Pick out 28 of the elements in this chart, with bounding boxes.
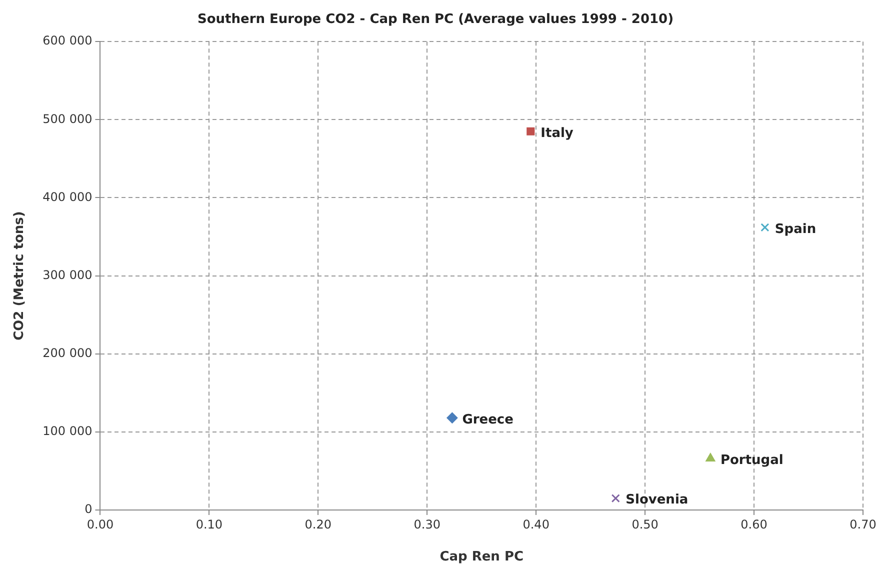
x-tick-label: 0.50 (632, 517, 658, 532)
y-tick-label: 100 000 (42, 424, 92, 438)
y-tick-label: 0 (84, 502, 92, 516)
y-tick-label: 200 000 (42, 346, 92, 360)
series-label: Spain (774, 222, 816, 237)
y-tick-label: 500 000 (42, 112, 92, 126)
series-label: Greece (462, 412, 514, 428)
point (760, 223, 770, 232)
x-tick-label: 0.00 (86, 517, 114, 532)
point (526, 127, 535, 136)
x-tick-label: 0.40 (522, 517, 550, 532)
point (611, 494, 620, 503)
x-tick-label: 0.30 (414, 517, 440, 532)
series-label: Italy (540, 126, 574, 141)
point (446, 412, 458, 424)
series-label: Slovenia (626, 492, 688, 508)
x-tick-label: 0.20 (304, 517, 332, 532)
y-tick-label: 300 000 (42, 268, 92, 282)
x-tick-label: 0.10 (196, 517, 223, 532)
y-tick-label: 600 000 (42, 34, 92, 48)
x-axis-title: Cap Ren PC (440, 550, 524, 565)
point (706, 452, 716, 462)
y-axis-title: CO2 (Metric tons) (12, 211, 28, 340)
x-tick-label: 0.70 (850, 517, 876, 532)
x-tick-label: 0.60 (740, 517, 768, 532)
y-tick-label: 400 000 (42, 190, 92, 204)
series-label: Portugal (720, 452, 784, 468)
chart-title: Southern Europe CO2 - Cap Ren PC (Average values 1999 - 2010) (197, 12, 674, 28)
